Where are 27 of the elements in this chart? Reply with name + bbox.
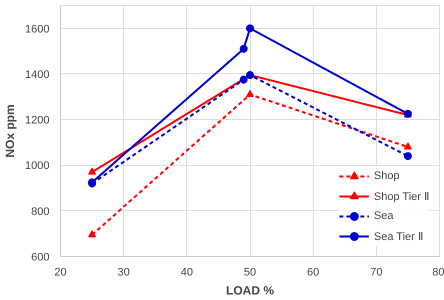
x-tick-label: 60	[307, 266, 320, 278]
y-axis-title: NOx ppm	[3, 104, 18, 158]
y-tick-label: 1200	[25, 114, 50, 127]
legend-label: Shop Tier Ⅱ	[374, 190, 429, 202]
y-tick-label: 800	[31, 206, 50, 218]
legend-label: Shop	[374, 170, 400, 182]
point	[88, 230, 96, 238]
point	[88, 168, 96, 175]
y-tick-label: 600	[31, 252, 50, 264]
point	[240, 76, 248, 84]
y-tick-label: 1400	[25, 68, 50, 81]
x-tick-label: 20	[54, 266, 67, 278]
x-tick-label: 50	[244, 266, 256, 278]
point	[246, 90, 254, 98]
point	[246, 24, 254, 32]
legend-label: Sea Tier Ⅱ	[374, 230, 423, 242]
x-tick-label: 40	[180, 266, 193, 278]
x-tick-label: 80	[432, 266, 444, 278]
legend-label: Sea	[374, 210, 394, 222]
x-tick-label: 70	[370, 266, 382, 278]
x-axis-title: LOAD %	[226, 284, 274, 298]
point	[240, 44, 248, 53]
y-tick-label: 1000	[25, 160, 50, 172]
point	[404, 142, 412, 150]
y-tick-label: 1600	[25, 23, 50, 36]
x-tick-label: 30	[118, 266, 130, 278]
point	[404, 152, 412, 160]
